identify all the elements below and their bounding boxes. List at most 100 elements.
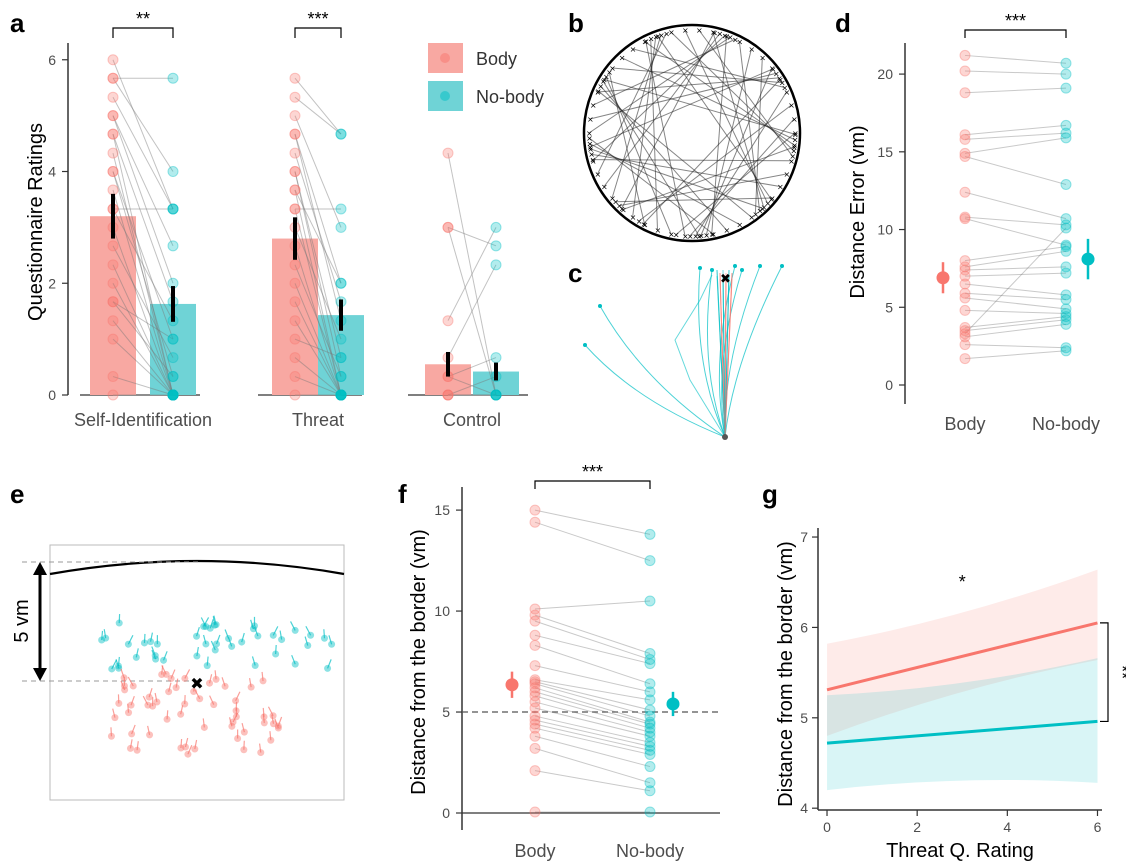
panel-d-marks: 0 5 10 15 20 *** Body No-body [877,11,1100,434]
trajectory-path [738,41,761,211]
point-body [529,504,541,516]
pair-line [534,691,651,725]
legend-body-label: Body [476,49,517,69]
category-label: Body [944,414,985,434]
point-nobody [335,333,347,345]
endpoint-body-arrow [175,678,179,688]
end-cross-icon: × [606,68,613,77]
end-cross-icon: × [776,74,783,83]
endpoint-body-arrow [147,725,151,736]
endpoint-nobody-arrow [213,615,217,625]
point-body [529,742,541,754]
point-body [107,110,119,122]
point-nobody [335,371,347,383]
point-body [959,255,971,267]
endpoint-nobody-arrow [202,634,207,645]
point-nobody [644,555,656,567]
end-cross-icon: × [788,101,795,110]
pair-line [447,227,497,321]
point-nobody [490,352,502,364]
panel-g-ytick-label: 7 [800,529,808,545]
endpoint-body-arrow [148,687,153,698]
endpoint-body-arrow [194,689,201,700]
pair-line [112,264,174,396]
endpoint-nobody-arrow [209,619,214,629]
point-body [289,333,301,345]
panel-f-ytick-label: 15 [434,502,450,518]
point-body [959,213,971,225]
point-nobody [167,389,179,401]
point-nobody [167,389,179,401]
panel-d-distance-error: Distance Error (vm) 0 5 10 15 20 *** Body No-bo… [847,11,1100,434]
pair-line [534,723,651,751]
end-cross-icon: × [597,82,604,91]
end-cross-icon: × [781,83,788,92]
trajectory-path [588,36,731,134]
pair-line [534,681,651,711]
trajectory-path [638,104,792,222]
point-nobody [644,730,656,742]
end-point-nobody [733,264,737,268]
pair-line [534,509,651,535]
point-body [289,110,301,122]
panel-g-xlabel: Threat Q. Rating [886,840,1034,862]
pair-line [294,133,342,321]
pair-line [964,246,1067,262]
point-body [529,678,541,690]
point-nobody [335,352,347,364]
pair-line [294,152,342,302]
point-body [442,221,454,233]
pair-line [534,644,651,685]
point-nobody [1060,119,1072,131]
point-nobody [644,704,656,716]
end-cross-icon: × [722,31,729,40]
end-point-nobody [780,264,784,268]
endpoint-nobody-arrow [101,630,104,641]
point-body [959,339,971,351]
point-body [107,277,119,289]
pair-line [112,376,174,396]
point-body [107,128,119,140]
endpoint-body-arrow [142,695,149,706]
pair-line [964,297,1067,310]
panel-d-ytick-label: 0 [885,377,893,393]
end-cross-icon: × [673,231,680,240]
pair-line [294,320,342,396]
point-body [529,615,541,627]
panel-label-f: f [398,479,407,509]
trajectory-nobody [584,344,726,438]
endpoint-body-arrow [262,713,265,724]
point-body [529,718,541,730]
category-label: No-body [616,841,684,861]
end-cross-icon: × [792,130,799,139]
point-body [529,765,541,777]
endpoint-body-arrow [136,741,139,751]
point-nobody [490,389,502,401]
point-body [289,315,301,327]
point-body [529,516,541,528]
point-nobody [1060,261,1072,273]
end-cross-icon: × [600,77,607,86]
pair-line [964,323,1067,338]
point-nobody [644,686,656,698]
end-cross-icon: × [612,198,619,207]
pair-line [112,171,174,377]
panel-b-trajectory-circle: ××××× ×××××× ×××××××××××××××××××××××××××××… [582,23,802,243]
end-cross-icon: × [643,37,650,46]
point-nobody [644,595,656,607]
end-cross-icon: × [595,87,602,96]
point-nobody [644,736,656,748]
pair-line [534,620,651,661]
point-nobody [490,389,502,401]
panel-label-b: b [568,8,584,38]
pair-line [964,350,1067,360]
point-nobody [1060,213,1072,225]
pair-line [534,747,651,784]
point-nobody [335,389,347,401]
panel-a-marks: 0 2 4 6 Self-Identification ** Threat *** Contro… [48,9,528,430]
pair-line [964,87,1067,94]
endpoint-nobody-arrow [135,648,139,658]
significance-bracket [1100,622,1109,723]
trajectory-nobody [674,274,726,438]
point-body [529,682,541,694]
